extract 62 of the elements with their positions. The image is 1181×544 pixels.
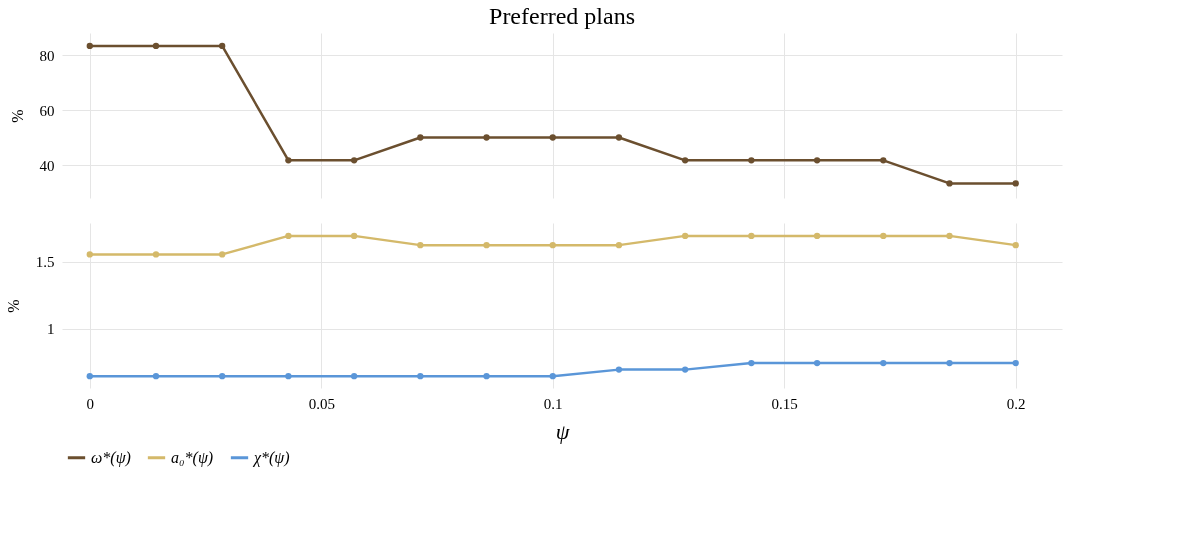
point <box>483 373 490 380</box>
legend-label: χ*(ψ) <box>252 448 290 467</box>
y-tick-label: 40 <box>39 157 55 174</box>
point <box>483 134 490 141</box>
point <box>86 373 93 380</box>
point <box>350 157 358 164</box>
point <box>1012 359 1019 367</box>
y-tick-label: 1 <box>47 321 55 338</box>
point <box>748 359 755 367</box>
point <box>152 42 160 50</box>
point <box>1012 180 1019 187</box>
legend-label: ω*(ψ) <box>91 448 131 467</box>
x-axis-title: ψ <box>555 418 570 444</box>
point <box>285 232 292 240</box>
point <box>615 241 623 249</box>
y-axis-title: % <box>4 299 22 313</box>
point <box>417 373 424 380</box>
point <box>152 251 160 258</box>
x-tick-label: 0.15 <box>771 395 798 412</box>
point <box>285 157 292 164</box>
y-tick-label: 1.5 <box>35 254 55 271</box>
point <box>549 134 556 141</box>
x-tick-label: 0.05 <box>308 395 335 412</box>
point <box>748 232 755 240</box>
x-tick-label: 0 <box>86 395 95 412</box>
point <box>285 373 292 380</box>
point <box>350 232 358 240</box>
point <box>350 373 358 380</box>
point <box>86 42 93 50</box>
chart-title: Preferred plans <box>489 3 635 29</box>
point <box>880 359 887 367</box>
point <box>813 157 821 164</box>
point <box>880 157 887 164</box>
point <box>813 359 821 367</box>
point <box>549 241 556 249</box>
legend-label: a₀*(ψ) <box>171 448 214 467</box>
point <box>417 134 424 141</box>
x-tick-label: 0.2 <box>1006 395 1026 412</box>
point <box>681 232 689 240</box>
point <box>549 373 556 380</box>
point <box>417 241 424 249</box>
point <box>483 241 490 249</box>
point <box>152 373 160 380</box>
y-tick-label: 60 <box>39 102 55 119</box>
point <box>681 157 689 164</box>
point <box>86 251 93 258</box>
point <box>681 366 689 373</box>
point <box>615 366 623 373</box>
point <box>813 232 821 240</box>
point <box>219 373 226 380</box>
y-tick-label: 80 <box>39 47 55 64</box>
point <box>615 134 623 141</box>
point <box>1012 241 1019 249</box>
point <box>219 251 226 258</box>
x-tick-label: 0.1 <box>543 395 563 412</box>
point <box>946 180 953 187</box>
point <box>219 42 226 50</box>
point <box>946 232 953 240</box>
point <box>880 232 887 240</box>
y-axis-title: % <box>8 109 26 123</box>
point <box>748 157 755 164</box>
point <box>946 359 953 367</box>
